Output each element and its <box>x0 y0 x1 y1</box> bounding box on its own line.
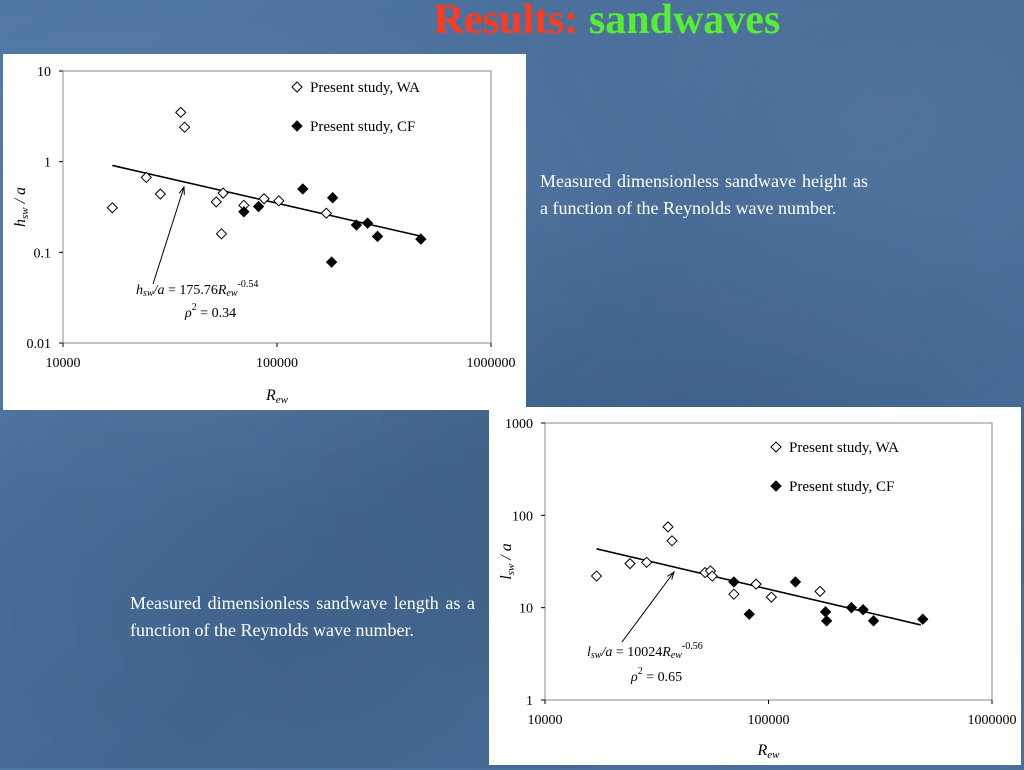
height-chart-wa-point <box>215 228 228 240</box>
length-chart-wa-point <box>662 521 674 533</box>
height-chart-fit-rho: ρ2 = 0.34 <box>184 302 236 321</box>
height-caption: Measured dimensionless sandwave height a… <box>540 171 868 218</box>
height-chart-ytick-label: 0.1 <box>34 246 52 261</box>
length-chart-legend-label: Present study, WA <box>789 440 899 456</box>
height-chart-cf-point <box>371 230 384 243</box>
height-chart-wa-point <box>210 196 222 208</box>
length-chart-ytick-label: 10 <box>519 602 533 617</box>
length-chart-ytick-label: 100 <box>512 509 533 524</box>
height-chart-cf-point <box>326 192 339 204</box>
height-chart-cf-point <box>325 256 338 268</box>
height-chart-fit-equation: hsw/a = 175.76Rew-0.54 <box>136 279 258 299</box>
length-chart-xtick-label: 100000 <box>748 713 790 728</box>
height-chart-xaxis-label: Rew <box>265 387 289 406</box>
length-chart-cf-point <box>857 604 869 616</box>
height-chart-cf-point <box>252 200 265 213</box>
length-chart-wa-point <box>640 556 653 569</box>
length-caption: Measured dimensionless sandwave length a… <box>130 593 475 640</box>
height-chart-wa-point <box>217 187 229 199</box>
length-chart-cf-point <box>820 615 833 627</box>
height-chart-legend-label: Present study, WA <box>310 80 420 96</box>
height-chart-legend-marker <box>291 81 303 93</box>
height-chart-xtick-label: 1000000 <box>467 356 516 371</box>
length-chart-wa-point <box>590 570 603 582</box>
length-chart-xtick-label: 1000000 <box>968 713 1017 728</box>
height-chart-panel: 0.01 0.1 1 10 10000 100000 1000000 Rew hsw / a Pr… <box>3 54 526 410</box>
height-chart: 0.01 0.1 1 10 10000 100000 1000000 Rew hsw / a Pr… <box>12 65 516 406</box>
height-chart-cf-point <box>415 233 427 245</box>
height-chart-cf-point <box>361 217 374 229</box>
length-chart-cf-point <box>845 601 858 614</box>
length-chart-cf-point <box>917 613 929 625</box>
height-chart-annotation-arrowhead <box>178 185 185 196</box>
height-chart-wa-point <box>140 171 152 184</box>
length-chart-xaxis-label: Rew <box>756 742 780 761</box>
length-chart-cf-point <box>728 576 740 588</box>
height-chart-wa-point <box>175 106 187 119</box>
height-chart-legend-label: Present study, CF <box>310 119 415 135</box>
length-chart-fit-equation: lsw/a = 10024Rew-0.56 <box>587 641 703 661</box>
length-chart-xtick-label: 10000 <box>528 713 563 728</box>
height-chart-wa-point <box>320 207 333 219</box>
length-chart-legend-label: Present study, CF <box>789 479 894 495</box>
height-chart-yaxis-label: hsw / a <box>12 187 31 227</box>
height-chart-cf-point <box>297 183 309 195</box>
height-chart-wa-point <box>258 193 270 205</box>
slide-title-part1: Results: <box>433 0 579 43</box>
length-chart-ytick-label: 1 <box>526 694 533 709</box>
height-chart-ytick-label: 10 <box>37 65 51 80</box>
length-chart-annotation-arrowhead <box>667 570 675 580</box>
length-chart-annotation-arrow <box>621 571 675 643</box>
length-chart-wa-point <box>706 570 718 582</box>
height-chart-cf-point <box>238 206 250 218</box>
length-chart-cf-point <box>743 608 755 620</box>
height-chart-plot-area <box>62 70 492 344</box>
length-chart-wa-point <box>814 585 826 598</box>
height-chart-xtick-label: 10000 <box>46 356 81 371</box>
length-chart-wa-point <box>750 578 762 590</box>
length-chart-cf-point <box>867 615 880 627</box>
height-chart-wa-point <box>154 188 167 200</box>
length-chart-panel: 1 10 100 1000 10000 100000 1000000 Rew lsw / a Pr… <box>489 407 1021 765</box>
length-chart-wa-point <box>624 557 636 570</box>
length-chart-yaxis-label: lsw / a <box>498 543 517 580</box>
length-chart-wa-point <box>666 535 678 547</box>
length-chart-legend-marker <box>770 441 782 453</box>
length-chart-cf-point <box>789 576 802 588</box>
height-chart-annotation-arrow <box>152 186 185 285</box>
length-chart-cf-point <box>819 606 832 618</box>
length-chart-wa-point <box>728 588 740 600</box>
length-chart-fit-rho: ρ2 = 0.65 <box>630 666 682 685</box>
slide-title-part2: sandwaves <box>588 0 781 43</box>
height-chart-ytick-label: 0.01 <box>27 337 52 352</box>
height-chart-cf-point <box>350 219 363 231</box>
length-chart-wa-point <box>765 591 778 603</box>
height-chart-fit-line <box>112 164 423 238</box>
length-chart-ytick-label: 1000 <box>505 417 533 432</box>
height-chart-ytick-label: 1 <box>44 156 51 171</box>
height-chart-wa-point <box>273 195 285 207</box>
height-chart-legend-marker <box>291 120 303 132</box>
height-chart-xtick-label: 100000 <box>256 356 298 371</box>
height-chart-wa-point <box>178 121 191 133</box>
length-chart: 1 10 100 1000 10000 100000 1000000 Rew lsw / a Pr… <box>498 417 1017 761</box>
height-chart-wa-point <box>106 202 119 214</box>
length-chart-legend-marker <box>770 480 782 492</box>
slide-title: Results: sandwaves <box>0 0 1024 44</box>
